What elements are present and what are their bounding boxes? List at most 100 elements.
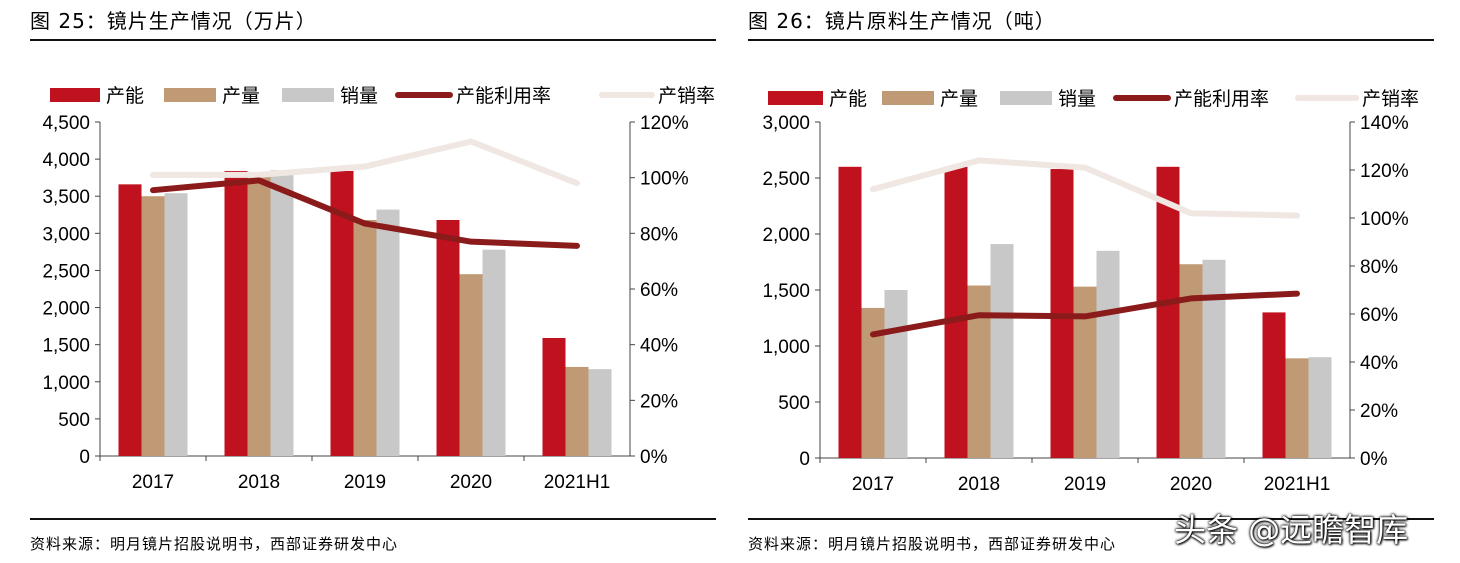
bar-output — [1073, 286, 1097, 458]
y2-tick-label: 120% — [640, 113, 689, 134]
bar-capacity — [1262, 312, 1286, 458]
legend-label-2: 销量 — [340, 85, 378, 107]
y-tick-label: 1,500 — [42, 336, 90, 357]
legend-label-0: 产能 — [106, 85, 144, 107]
y-tick-label: 3,500 — [42, 187, 90, 208]
x-tick-label: 2021H1 — [1264, 474, 1331, 495]
chart-panel-right: 图 26：镜片原料生产情况（吨） 产能 产量 销量 产能利用率 产销率 0 500 1,000… — [748, 0, 1434, 563]
y2-tick-label: 60% — [640, 280, 678, 301]
legend-swatch-1 — [164, 88, 216, 102]
bar-sales — [482, 249, 506, 456]
y2-tick-label: 80% — [1360, 257, 1398, 278]
watermark: 头条 @远瞻智库 — [1174, 511, 1409, 549]
title-divider — [30, 39, 716, 41]
legend-swatch-2 — [282, 88, 334, 102]
legend-label-4: 产销率 — [658, 85, 715, 107]
legend-label-4: 产销率 — [1362, 88, 1419, 110]
y2-tick-label: 20% — [1360, 401, 1398, 422]
bar-sales — [1096, 250, 1120, 458]
legend-label-0: 产能 — [829, 88, 867, 110]
y-tick-label: 3,000 — [762, 113, 810, 134]
y2-tick-label: 100% — [1360, 209, 1409, 230]
bar-sales — [1308, 357, 1332, 458]
line-sales_rate — [150, 138, 580, 187]
bar-sales — [164, 193, 188, 456]
bar-capacity — [224, 170, 248, 456]
y2-tick-label: 140% — [1360, 113, 1409, 134]
legend-label-2: 销量 — [1058, 88, 1096, 110]
chart-title: 图 26：镜片原料生产情况（吨） — [748, 9, 1056, 33]
y2-tick-label: 0% — [640, 447, 668, 468]
bar-output — [565, 366, 589, 456]
x-tick-label: 2020 — [1170, 474, 1212, 495]
y2-tick-label: 100% — [640, 169, 689, 190]
y-tick-label: 0 — [79, 447, 90, 468]
y-tick-label: 0 — [799, 449, 810, 470]
chart-panel-left: 图 25：镜片生产情况（万片） 产能 产量 销量 产能利用率 产销率 0 500 1,000 1… — [30, 0, 716, 563]
x-tick-label: 2017 — [132, 472, 174, 493]
bar-capacity — [330, 170, 354, 456]
y-tick-label: 4,500 — [42, 113, 90, 134]
bar-output — [353, 219, 377, 456]
bar-output — [247, 173, 271, 456]
bar-capacity — [118, 184, 142, 456]
x-tick-label: 2019 — [344, 472, 386, 493]
bar-output — [1179, 264, 1203, 458]
x-tick-label: 2018 — [958, 474, 1000, 495]
y-tick-label: 1,500 — [762, 281, 810, 302]
source-divider — [748, 518, 1434, 520]
y-tick-label: 2,500 — [42, 261, 90, 282]
bar-sales — [990, 244, 1014, 458]
y-tick-label: 3,000 — [42, 224, 90, 245]
y2-tick-label: 40% — [1360, 353, 1398, 374]
y-tick-label: 4,000 — [42, 150, 90, 171]
legend-label-3: 产能利用率 — [1174, 88, 1269, 110]
chart-title: 图 25：镜片生产情况（万片） — [30, 9, 317, 33]
legend-swatch-0 — [50, 88, 100, 102]
y-tick-label: 2,000 — [762, 225, 810, 246]
bar-sales — [884, 290, 908, 458]
line-utilization — [150, 177, 580, 249]
legend-swatch-0 — [768, 91, 823, 105]
bar-capacity — [838, 166, 862, 459]
source-divider — [30, 518, 716, 520]
y-tick-label: 500 — [778, 393, 810, 414]
bar-capacity — [436, 219, 460, 456]
x-tick-label: 2017 — [852, 474, 894, 495]
bar-capacity — [542, 337, 566, 456]
bar-sales — [270, 170, 294, 456]
x-tick-label: 2018 — [238, 472, 280, 493]
bar-sales — [376, 209, 400, 456]
y-tick-label: 500 — [58, 410, 90, 431]
y2-tick-label: 80% — [640, 224, 678, 245]
title-divider — [748, 39, 1434, 41]
legend-label-3: 产能利用率 — [456, 85, 551, 107]
line-utilization — [870, 290, 1300, 338]
y2-tick-label: 120% — [1360, 161, 1409, 182]
bar-output — [861, 307, 885, 458]
y2-tick-label: 0% — [1360, 449, 1388, 470]
chart-svg-left: 产能 产量 销量 产能利用率 产销率 0 500 1,000 1,500 2,000 2,500 3,… — [42, 85, 715, 493]
y-tick-label: 2,000 — [42, 299, 90, 320]
bar-capacity — [944, 166, 968, 459]
chart-svg-right: 产能 产量 销量 产能利用率 产销率 0 500 1,000 1,500 2,000 2,500 3,… — [762, 88, 1419, 495]
legend-swatch-2 — [1000, 91, 1052, 105]
legend-label-1: 产量 — [940, 88, 978, 110]
bar-sales — [1202, 259, 1226, 458]
y-tick-label: 1,000 — [42, 373, 90, 394]
bar-output — [967, 285, 991, 458]
bar-output — [459, 274, 483, 456]
legend-label-1: 产量 — [222, 85, 260, 107]
bar-output — [141, 196, 165, 456]
y2-tick-label: 40% — [640, 336, 678, 357]
y-tick-label: 1,000 — [762, 337, 810, 358]
bar-capacity — [1156, 166, 1180, 459]
bar-output — [1285, 358, 1309, 458]
y2-tick-label: 20% — [640, 391, 678, 412]
x-tick-label: 2020 — [450, 472, 492, 493]
chart-source: 资料来源：明月镜片招股说明书，西部证券研发中心 — [748, 535, 1117, 553]
x-tick-label: 2019 — [1064, 474, 1106, 495]
bar-sales — [588, 369, 612, 456]
line-sales_rate — [870, 157, 1300, 219]
x-tick-label: 2021H1 — [544, 472, 611, 493]
